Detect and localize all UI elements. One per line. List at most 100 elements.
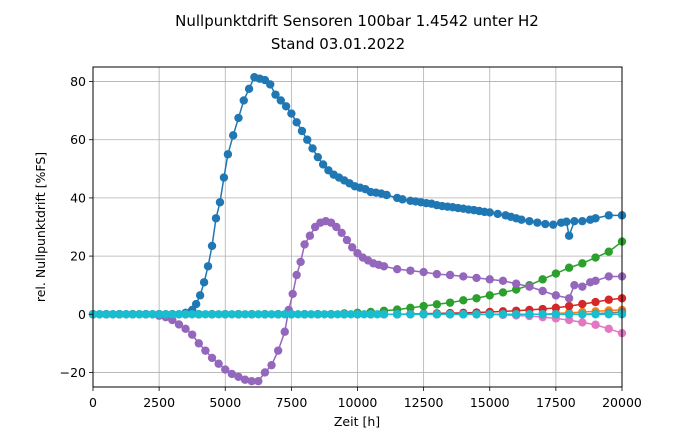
data-point [406,266,415,275]
data-point [564,301,574,311]
y-axis: −20 0 20 40 60 80 [60,74,93,380]
data-point [168,315,177,325]
data-point [203,262,213,271]
data-point [121,310,131,319]
data-point [348,243,357,252]
data-point [570,216,579,226]
data-point [276,96,285,105]
x-tick-label: 2500 [143,395,175,410]
data-point [300,240,309,249]
data-point [207,353,217,363]
y-tick-label: 40 [70,190,86,205]
data-point [578,259,587,268]
data-point [366,310,375,319]
data-point [406,310,415,319]
data-point [187,330,197,339]
data-point [373,310,382,319]
data-point [498,288,508,297]
data-point [273,346,283,355]
data-point [115,310,124,319]
data-point [570,280,579,290]
data-point [267,360,276,370]
data-point [485,275,494,284]
data-point [392,264,402,274]
data-point [459,310,468,319]
data-point [221,310,230,319]
data-point [432,310,442,319]
data-point [260,310,270,319]
series-8 [88,310,627,319]
data-point [187,310,197,319]
data-point [292,270,301,280]
data-point [199,278,209,287]
y-axis-label: rel. Nullpunktdrift [%FS] [33,152,48,302]
data-point [346,310,356,319]
data-point [493,209,502,219]
data-point [379,310,389,319]
data-point [538,310,547,319]
data-point [432,269,442,279]
data-point [498,310,508,319]
data-point [517,215,526,224]
data-point [326,310,336,319]
data-point [260,368,270,377]
data-point [512,285,521,294]
data-point [219,173,229,182]
data-point [538,275,547,284]
y-tick-label: −20 [60,365,86,380]
data-point [234,310,243,319]
data-point [485,208,494,217]
data-point [333,310,342,319]
data-point [108,310,118,319]
data-point [498,276,508,286]
data-point [353,310,362,319]
data-point [254,376,263,386]
data-point [551,310,561,319]
data-point [604,211,613,220]
data-point [135,310,144,319]
data-point [591,310,600,319]
data-point [313,152,323,162]
data-point [472,294,481,303]
data-point [221,365,230,374]
x-axis: 0 2500 5000 7500 10000 12500 15000 17500 20000 [89,387,642,410]
data-point [280,327,289,336]
data-point [307,310,316,319]
data-point [472,273,481,283]
data-point [604,324,613,334]
data-point [288,289,297,299]
data-point [578,310,587,319]
data-point [549,220,558,229]
x-tick-label: 15000 [470,395,510,410]
data-point [419,310,428,319]
data-point [128,310,137,319]
data-point [604,310,613,319]
series-group [88,72,627,386]
y-tick-label: 0 [78,307,86,322]
data-point [578,318,587,327]
data-point [564,294,574,303]
data-point [154,310,164,319]
x-tick-label: 17500 [536,395,576,410]
x-tick-label: 12500 [404,395,444,410]
x-tick-label: 20000 [602,395,642,410]
data-point [168,310,177,319]
data-point [472,310,481,319]
data-point [337,228,346,238]
data-point [194,339,203,348]
data-point [512,310,521,319]
data-point [247,310,256,319]
data-point [247,376,256,386]
data-point [359,310,369,319]
data-point [564,231,574,240]
data-point [551,269,561,278]
data-point [141,310,151,319]
data-point [392,310,402,319]
y-tick-label: 20 [70,249,86,264]
data-point [207,241,217,251]
data-point [215,198,225,207]
chart-subtitle: Stand 03.01.2022 [271,35,405,53]
data-point [445,270,455,280]
data-point [332,222,341,232]
data-point [191,299,201,309]
